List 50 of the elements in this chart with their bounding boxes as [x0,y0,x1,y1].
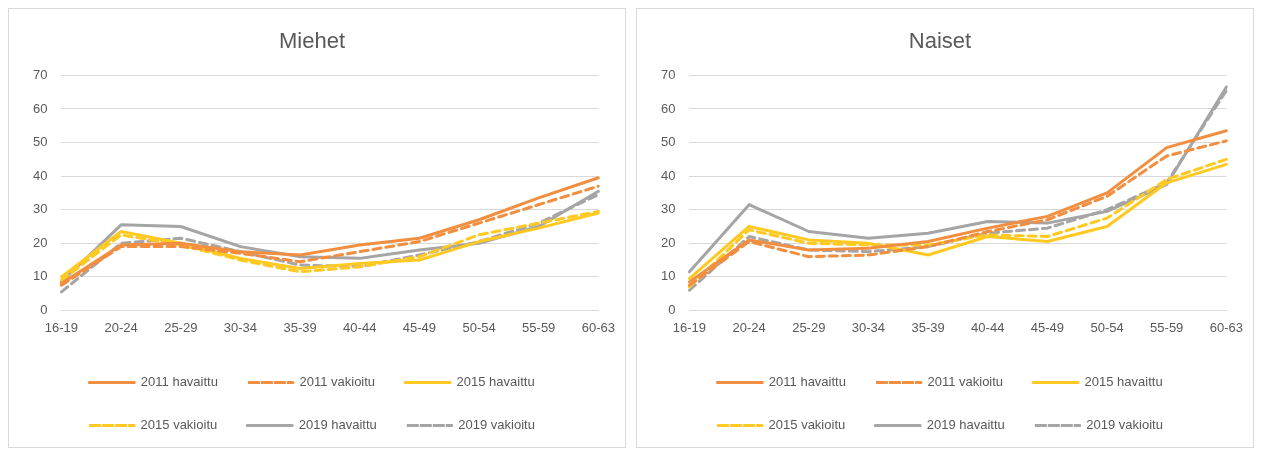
x-tick-label: 60-63 [1209,319,1243,335]
x-tick-label: 35-39 [283,319,317,335]
x-tick-label: 16-19 [672,319,707,335]
x-tick-label: 40-44 [343,319,377,335]
chart-title: Naiset [908,28,972,54]
legend-label: 2019 vakioitu [458,417,535,433]
x-tick-label: 50-54 [462,319,496,335]
legend-label: 2011 vakioitu [299,374,376,390]
legend-label: 2019 havaittu [298,417,377,433]
legend-label: 2019 havaittu [926,417,1005,433]
x-tick-label: 20-24 [104,319,138,335]
y-tick-label: 70 [32,66,48,82]
x-tick-label: 45-49 [1030,319,1065,335]
x-tick-label: 30-34 [851,319,886,335]
y-tick-label: 60 [660,100,676,116]
y-tick-label: 10 [660,268,676,284]
y-tick-label: 30 [660,201,676,217]
y-tick-label: 0 [40,301,48,317]
x-tick-label: 45-49 [402,319,437,335]
y-tick-label: 20 [32,234,48,250]
x-tick-label: 25-29 [792,319,826,335]
y-tick-label: 30 [32,201,48,217]
y-tick-label: 0 [668,301,676,317]
y-tick-label: 50 [32,134,48,150]
y-tick-label: 20 [660,234,676,250]
x-tick-label: 20-24 [732,319,766,335]
legend-label: 2019 vakioitu [1086,417,1163,433]
chart-title: Miehet [278,28,346,54]
legend-label: 2011 havaittu [140,374,218,390]
x-tick-label: 55-59 [522,319,556,335]
y-tick-label: 10 [32,268,48,284]
y-tick-label: 60 [32,100,48,116]
y-tick-label: 70 [660,66,676,82]
y-tick-label: 40 [660,167,676,183]
legend-label: 2015 havaittu [456,374,535,390]
x-tick-label: 16-19 [44,319,79,335]
legend-label: 2011 vakioitu [927,374,1004,390]
x-tick-label: 55-59 [1150,319,1184,335]
legend-label: 2015 havaittu [1084,374,1163,390]
x-tick-label: 25-29 [164,319,198,335]
legend-label: 2015 vakioitu [140,417,218,433]
x-tick-label: 60-63 [581,319,615,335]
legend-label: 2015 vakioitu [768,417,846,433]
x-tick-label: 30-34 [223,319,258,335]
x-tick-label: 40-44 [971,319,1005,335]
y-tick-label: 40 [32,167,48,183]
y-tick-label: 50 [660,134,676,150]
x-tick-label: 50-54 [1090,319,1124,335]
legend-label: 2011 havaittu [768,374,846,390]
x-tick-label: 35-39 [911,319,945,335]
